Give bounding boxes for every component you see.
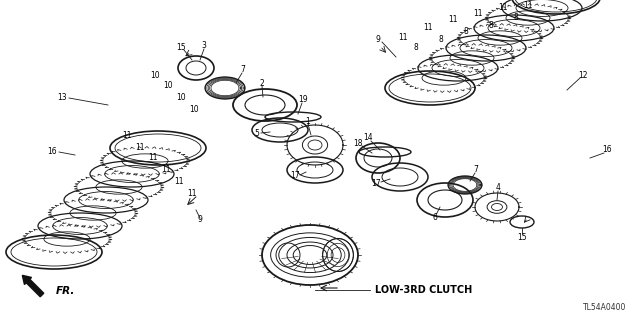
Text: 16: 16 <box>47 147 57 157</box>
Text: 8: 8 <box>463 27 468 36</box>
Text: 10: 10 <box>163 80 173 90</box>
Text: 11: 11 <box>499 4 508 12</box>
Text: 4: 4 <box>495 183 500 192</box>
Text: 11: 11 <box>122 130 132 139</box>
Text: 11: 11 <box>448 16 458 25</box>
FancyArrow shape <box>22 275 44 297</box>
Text: 8: 8 <box>514 13 518 23</box>
Text: LOW-3RD CLUTCH: LOW-3RD CLUTCH <box>375 285 472 295</box>
Text: FR.: FR. <box>56 286 76 296</box>
Text: 11: 11 <box>423 24 433 33</box>
Text: 7: 7 <box>241 65 245 75</box>
Text: 15: 15 <box>517 233 527 241</box>
Text: 10: 10 <box>189 105 199 114</box>
Text: 19: 19 <box>298 95 308 105</box>
Text: 6: 6 <box>433 213 437 222</box>
Text: 10: 10 <box>176 93 186 101</box>
Text: 2: 2 <box>260 78 264 87</box>
Text: 16: 16 <box>602 145 612 154</box>
Text: 1: 1 <box>306 116 310 125</box>
Text: 10: 10 <box>150 70 160 79</box>
Text: 14: 14 <box>363 133 373 143</box>
Text: 9: 9 <box>198 216 202 225</box>
Text: TL54A0400: TL54A0400 <box>582 303 626 312</box>
Text: 11: 11 <box>524 1 532 10</box>
Text: 7: 7 <box>474 166 479 174</box>
Text: 11: 11 <box>148 153 157 162</box>
Text: 11: 11 <box>188 189 196 198</box>
Text: 12: 12 <box>579 70 588 79</box>
Text: 5: 5 <box>255 129 259 137</box>
Text: 9: 9 <box>376 35 380 44</box>
Text: 17: 17 <box>290 170 300 180</box>
Text: 8: 8 <box>488 20 493 29</box>
Text: 13: 13 <box>57 93 67 102</box>
Text: 11: 11 <box>135 143 145 152</box>
Text: 11: 11 <box>174 177 184 187</box>
Text: 11: 11 <box>398 33 408 42</box>
Text: 15: 15 <box>176 43 186 53</box>
Text: 3: 3 <box>202 41 207 50</box>
Text: 8: 8 <box>438 35 444 44</box>
Text: 17: 17 <box>371 179 381 188</box>
Text: 8: 8 <box>413 43 419 53</box>
Text: 11: 11 <box>161 166 171 174</box>
Text: 18: 18 <box>353 139 363 149</box>
Text: 11: 11 <box>473 9 483 18</box>
